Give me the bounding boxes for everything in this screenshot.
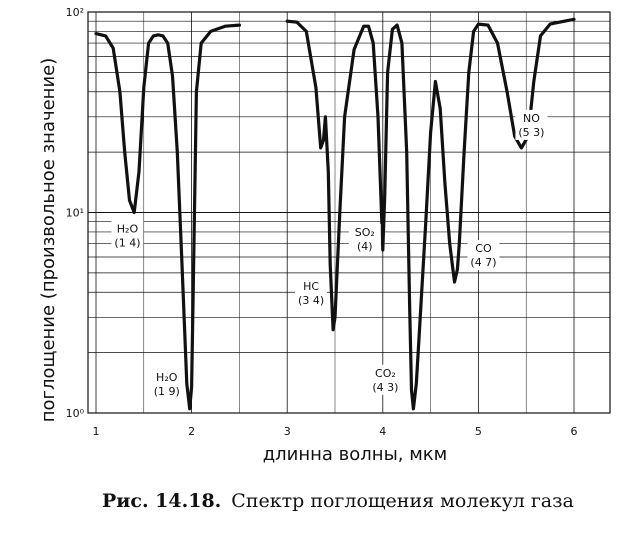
x-axis-ticks: 1 2 3 4 5 6: [93, 425, 578, 438]
annotation-background: [348, 224, 381, 255]
caption-text: Спектр поглощения молекул газа: [231, 490, 574, 512]
absorption-curve-segment: [94, 23, 241, 411]
x-tick-label: 6: [571, 425, 578, 438]
x-tick-label: 5: [475, 425, 482, 438]
peak-annotation-label: CO: [475, 242, 492, 255]
annotation-background: [111, 220, 144, 251]
peak-annotation-label: SO₂: [355, 226, 375, 239]
peak-annotation-label: NO: [523, 112, 540, 125]
peak-annotation-label: CO₂: [375, 367, 396, 380]
peak-annotations: H₂O(1 4)H₂O(1 9)HC(3 4)SO₂(4)CO₂(4 3)CO(…: [111, 109, 548, 399]
x-tick-label: 1: [93, 425, 100, 438]
absorption-curves: [94, 17, 576, 411]
peak-annotation-label: (4): [357, 240, 373, 253]
y-tick-label: 10²: [66, 6, 84, 19]
annotation-background: [467, 240, 500, 271]
x-tick-label: 4: [379, 425, 386, 438]
caption-prefix: Рис. 14.18.: [102, 490, 221, 512]
annotation-background: [369, 364, 402, 395]
y-tick-label: 10¹: [66, 207, 84, 220]
x-tick-label: 2: [188, 425, 195, 438]
peak-annotation-label: HC: [303, 280, 319, 293]
grid-lines: [88, 12, 610, 413]
peak-annotation-label: (3 4): [298, 294, 324, 307]
peak-annotation-label: H₂O: [156, 371, 178, 384]
absorption-curve-segment: [285, 17, 576, 411]
x-tick-label: 3: [284, 425, 291, 438]
x-axis-title: длинна волны, мкм: [263, 444, 448, 465]
peak-annotation-label: (1 9): [154, 385, 180, 398]
peak-annotation-label: (4 7): [470, 256, 496, 269]
plot-frame: [87, 11, 611, 414]
annotation-background: [150, 368, 183, 399]
annotation-background: [295, 277, 328, 308]
peak-annotation-label: H₂O: [117, 223, 139, 236]
y-axis-ticks: 10⁰ 10¹ 10²: [66, 6, 85, 420]
peak-annotation-label: (1 4): [114, 237, 140, 250]
y-axis-title: поглощение (произвольное значение): [38, 58, 59, 423]
peak-annotation-label: (4 3): [372, 381, 398, 394]
y-tick-label: 10⁰: [66, 407, 85, 420]
peak-annotation-label: (5 3): [518, 126, 544, 139]
annotation-background: [515, 109, 548, 140]
figure-caption: Рис. 14.18. Спектр поглощения молекул га…: [102, 490, 574, 512]
